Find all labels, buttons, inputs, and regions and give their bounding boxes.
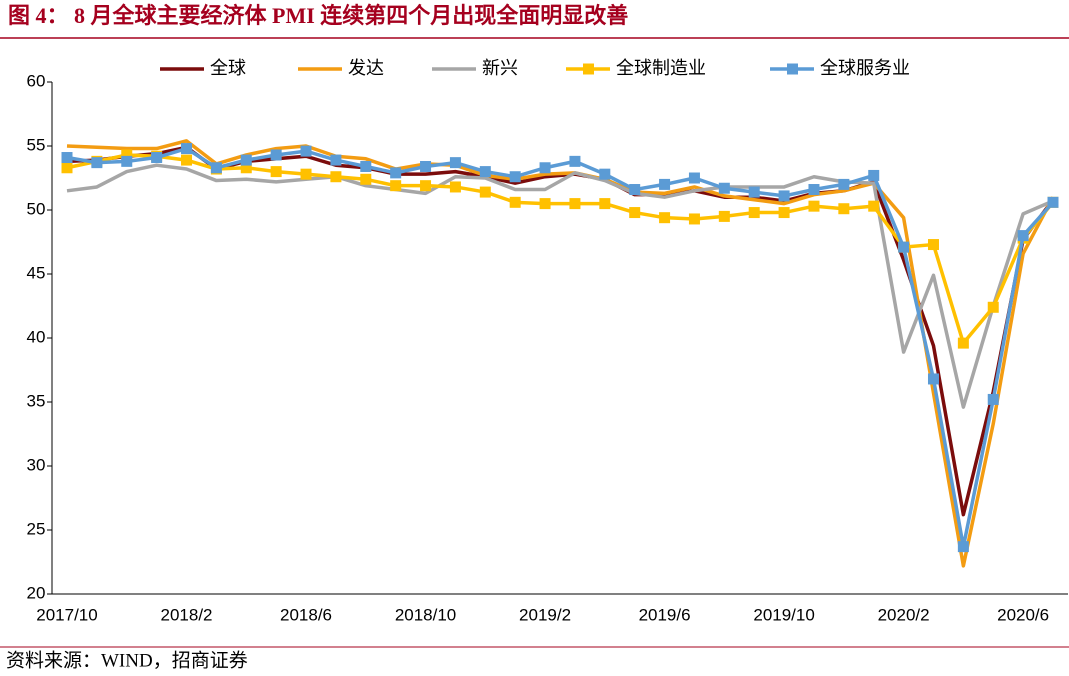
point-marker — [420, 160, 432, 172]
x-tick-label: 2018/2 — [161, 605, 213, 624]
point-marker — [688, 172, 700, 184]
point-marker — [1017, 230, 1029, 242]
x-tick-label: 2018/6 — [280, 605, 332, 624]
point-marker — [718, 210, 730, 222]
legend-label: 发达 — [348, 58, 384, 79]
point-marker — [539, 198, 551, 210]
legend-marker — [583, 63, 594, 75]
point-marker — [659, 178, 671, 190]
point-marker — [300, 145, 312, 157]
point-marker — [449, 181, 461, 193]
y-tick-label: 60 — [27, 71, 46, 90]
point-marker — [121, 155, 133, 167]
point-marker — [629, 184, 641, 196]
point-marker — [181, 143, 193, 155]
point-marker — [778, 207, 790, 219]
series-line — [66, 146, 1055, 549]
x-tick-label: 2019/2 — [519, 605, 571, 624]
point-marker — [479, 186, 491, 198]
point-marker — [868, 169, 880, 181]
point-marker — [479, 166, 491, 178]
point-marker — [927, 239, 939, 251]
point-marker — [330, 154, 342, 166]
point-marker — [808, 184, 820, 196]
point-marker — [210, 162, 222, 174]
point-marker — [927, 373, 939, 385]
point-marker — [270, 149, 282, 161]
point-marker — [330, 171, 342, 183]
point-marker — [390, 167, 402, 179]
point-marker — [420, 180, 432, 192]
y-tick-label: 35 — [27, 391, 46, 410]
point-marker — [569, 155, 581, 167]
point-marker — [240, 162, 252, 174]
point-marker — [898, 241, 910, 253]
y-tick-label: 45 — [27, 263, 46, 282]
point-marker — [509, 171, 521, 183]
x-tick-label: 2019/6 — [639, 605, 691, 624]
legend-label: 新兴 — [482, 58, 518, 79]
y-tick-label: 20 — [27, 583, 46, 602]
point-marker — [599, 198, 611, 210]
point-marker — [629, 207, 641, 219]
point-marker — [151, 152, 163, 164]
y-tick-label: 30 — [27, 455, 46, 474]
chart-title: 图 4： 8 月全球主要经济体 PMI 连续第四个月出现全面明显改善 — [8, 3, 628, 28]
point-marker — [539, 162, 551, 174]
series-line — [66, 163, 1054, 409]
series-line — [66, 153, 1055, 345]
point-marker — [808, 200, 820, 212]
legend-marker — [787, 63, 798, 75]
point-marker — [240, 154, 252, 166]
point-marker — [987, 393, 999, 405]
point-marker — [360, 173, 372, 185]
point-marker — [449, 157, 461, 169]
point-marker — [390, 180, 402, 192]
point-marker — [61, 162, 73, 174]
point-marker — [569, 198, 581, 210]
point-marker — [659, 212, 671, 224]
point-marker — [1047, 196, 1059, 208]
series-line — [66, 139, 1055, 568]
legend-label: 全球制造业 — [616, 58, 706, 79]
point-marker — [91, 157, 103, 169]
point-marker — [838, 203, 850, 215]
point-marker — [868, 200, 880, 212]
point-marker — [121, 149, 133, 161]
x-tick-label: 2017/10 — [36, 605, 97, 624]
point-marker — [360, 160, 372, 172]
source: 资料来源：WIND，招商证券 — [6, 649, 248, 671]
point-marker — [181, 154, 193, 166]
x-tick-label: 2018/10 — [395, 605, 456, 624]
point-marker — [509, 196, 521, 208]
point-marker — [300, 168, 312, 180]
y-tick-label: 25 — [27, 519, 46, 538]
point-marker — [957, 337, 969, 349]
legend-label: 全球服务业 — [820, 58, 910, 79]
point-marker — [599, 168, 611, 180]
point-marker — [748, 207, 760, 219]
y-tick-label: 50 — [27, 199, 46, 218]
point-marker — [270, 166, 282, 178]
point-marker — [688, 213, 700, 225]
x-tick-label: 2020/6 — [997, 605, 1049, 624]
point-marker — [987, 301, 999, 313]
point-marker — [61, 152, 73, 164]
x-tick-label: 2019/10 — [753, 605, 814, 624]
legend-label: 全球 — [210, 58, 246, 79]
y-tick-label: 55 — [27, 135, 46, 154]
y-tick-label: 40 — [27, 327, 46, 346]
point-marker — [838, 178, 850, 190]
point-marker — [778, 190, 790, 202]
point-marker — [957, 541, 969, 553]
point-marker — [718, 182, 730, 194]
x-tick-label: 2020/2 — [878, 605, 930, 624]
point-marker — [748, 186, 760, 198]
